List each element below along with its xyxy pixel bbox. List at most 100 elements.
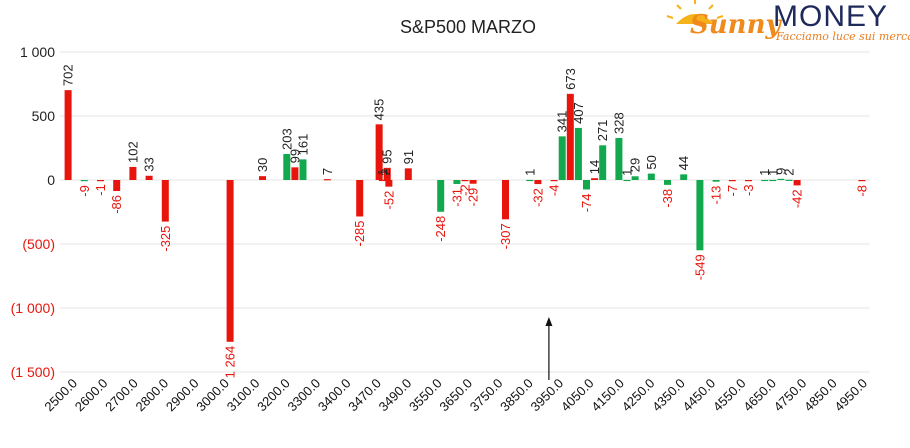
bar-45	[769, 179, 777, 182]
y-tick-label: 0	[47, 172, 55, 188]
x-tick-label: 4550.0	[710, 376, 749, 415]
bar-0	[64, 90, 72, 180]
data-label-46: 9	[773, 168, 788, 175]
bar-19	[404, 168, 412, 180]
x-axis: 2500.02600.02700.02800.02900.03000.03100…	[41, 376, 870, 415]
y-axis: 1 000 500 0 (500) (1 000) (1 500)	[11, 44, 56, 380]
data-label-22: -2	[458, 184, 473, 196]
data-label-3: -86	[109, 195, 124, 214]
x-tick-label: 3490.0	[376, 376, 415, 415]
bar-7	[226, 180, 234, 342]
bar-6	[161, 180, 169, 222]
data-label-35: 1	[620, 169, 635, 176]
bar-14	[375, 124, 383, 180]
data-label-32: 14	[587, 160, 602, 174]
y-tick-label: (1 000)	[11, 300, 55, 316]
annotations	[545, 317, 553, 380]
x-tick-label: 2900.0	[163, 376, 202, 415]
bar-28	[558, 136, 566, 180]
bar-29	[566, 93, 574, 180]
y-tick-label: 500	[32, 108, 56, 124]
data-label-26: -32	[530, 188, 545, 207]
data-label-29: 673	[563, 68, 578, 90]
arrow-head-0	[545, 317, 553, 326]
bar-36	[631, 176, 639, 180]
data-label-37: 50	[644, 155, 659, 169]
x-tick-label: 3000.0	[193, 376, 232, 415]
x-tick-label: 3650.0	[436, 376, 475, 415]
x-tick-label: 4750.0	[771, 376, 810, 415]
data-label-49: -8	[854, 185, 869, 197]
data-label-7: 1 264	[223, 346, 238, 379]
data-label-41: -13	[709, 186, 724, 205]
data-label-15: 1	[375, 169, 390, 176]
x-tick-label: 4050.0	[558, 376, 597, 415]
data-label-25: 1	[522, 169, 537, 176]
bar-48	[793, 180, 801, 186]
bar-3	[113, 180, 121, 192]
bar-4	[129, 166, 137, 180]
bar-38	[664, 180, 671, 185]
logo-sunny-text: Sunny	[690, 10, 782, 40]
x-tick-label: 2700.0	[102, 376, 141, 415]
data-label-44: 1	[757, 169, 772, 176]
data-label-23: -29	[466, 188, 481, 207]
x-tick-label: 4950.0	[831, 376, 870, 415]
data-label-38: -38	[660, 189, 675, 208]
data-label-16: 2	[378, 169, 393, 176]
x-tick-label: 3300.0	[284, 376, 323, 415]
x-tick-label: 3950.0	[528, 376, 567, 415]
x-tick-label: 4150.0	[588, 376, 627, 415]
bar-18	[385, 180, 393, 187]
data-label-34: 328	[611, 112, 626, 134]
x-tick-label: 2500.0	[41, 376, 80, 415]
data-label-9: 203	[279, 128, 294, 150]
bar-30	[574, 127, 582, 180]
bar-44	[761, 179, 769, 182]
bar-10	[291, 167, 299, 180]
data-label-30: 407	[571, 102, 586, 124]
x-tick-label: 3550.0	[406, 376, 445, 415]
y-tick-label: (1 500)	[11, 364, 55, 380]
data-label-21: -31	[449, 188, 464, 207]
bar-49	[858, 180, 866, 182]
bar-47	[785, 179, 793, 181]
chart-title: S&P500 MARZO	[400, 17, 536, 37]
logo-tagline: Facciamo luce sui mercati	[775, 30, 910, 43]
bar-12	[323, 179, 331, 181]
bar-11	[299, 159, 307, 180]
data-label-18: -52	[381, 191, 396, 210]
data-label-1: -9	[77, 185, 92, 197]
bar-46	[777, 178, 785, 181]
data-label-19: 91	[401, 150, 416, 164]
bar-9	[283, 154, 291, 180]
data-label-20: -248	[433, 216, 448, 242]
bar-1	[80, 180, 88, 182]
bar-34	[615, 138, 623, 180]
x-tick-label: 3750.0	[467, 376, 506, 415]
data-label-42: -7	[725, 185, 740, 197]
bar-8	[259, 176, 266, 180]
data-label-12: 7	[320, 168, 335, 175]
bar-33	[599, 145, 607, 180]
x-tick-label: 4650.0	[740, 376, 779, 415]
bar-22	[461, 180, 469, 182]
x-tick-label: 3470.0	[345, 376, 384, 415]
x-tick-label: 3850.0	[497, 376, 536, 415]
sun-icon	[666, 0, 724, 24]
bar-26	[534, 180, 542, 185]
data-label-14: 435	[372, 99, 387, 121]
x-tick-label: 4850.0	[801, 376, 840, 415]
bar-35	[623, 179, 631, 182]
bar-5	[145, 175, 153, 180]
data-label-33: 271	[595, 120, 610, 142]
x-tick-label: 3200.0	[254, 376, 293, 415]
data-label-39: 44	[676, 156, 691, 170]
bar-32	[591, 178, 599, 180]
data-label-6: -325	[158, 226, 173, 252]
bar-41	[712, 180, 720, 182]
data-label-28: 341	[555, 111, 570, 133]
brand-logo: Sunny MONEY Facciamo luce sui mercati	[666, 0, 910, 43]
x-tick-label: 2600.0	[72, 376, 111, 415]
